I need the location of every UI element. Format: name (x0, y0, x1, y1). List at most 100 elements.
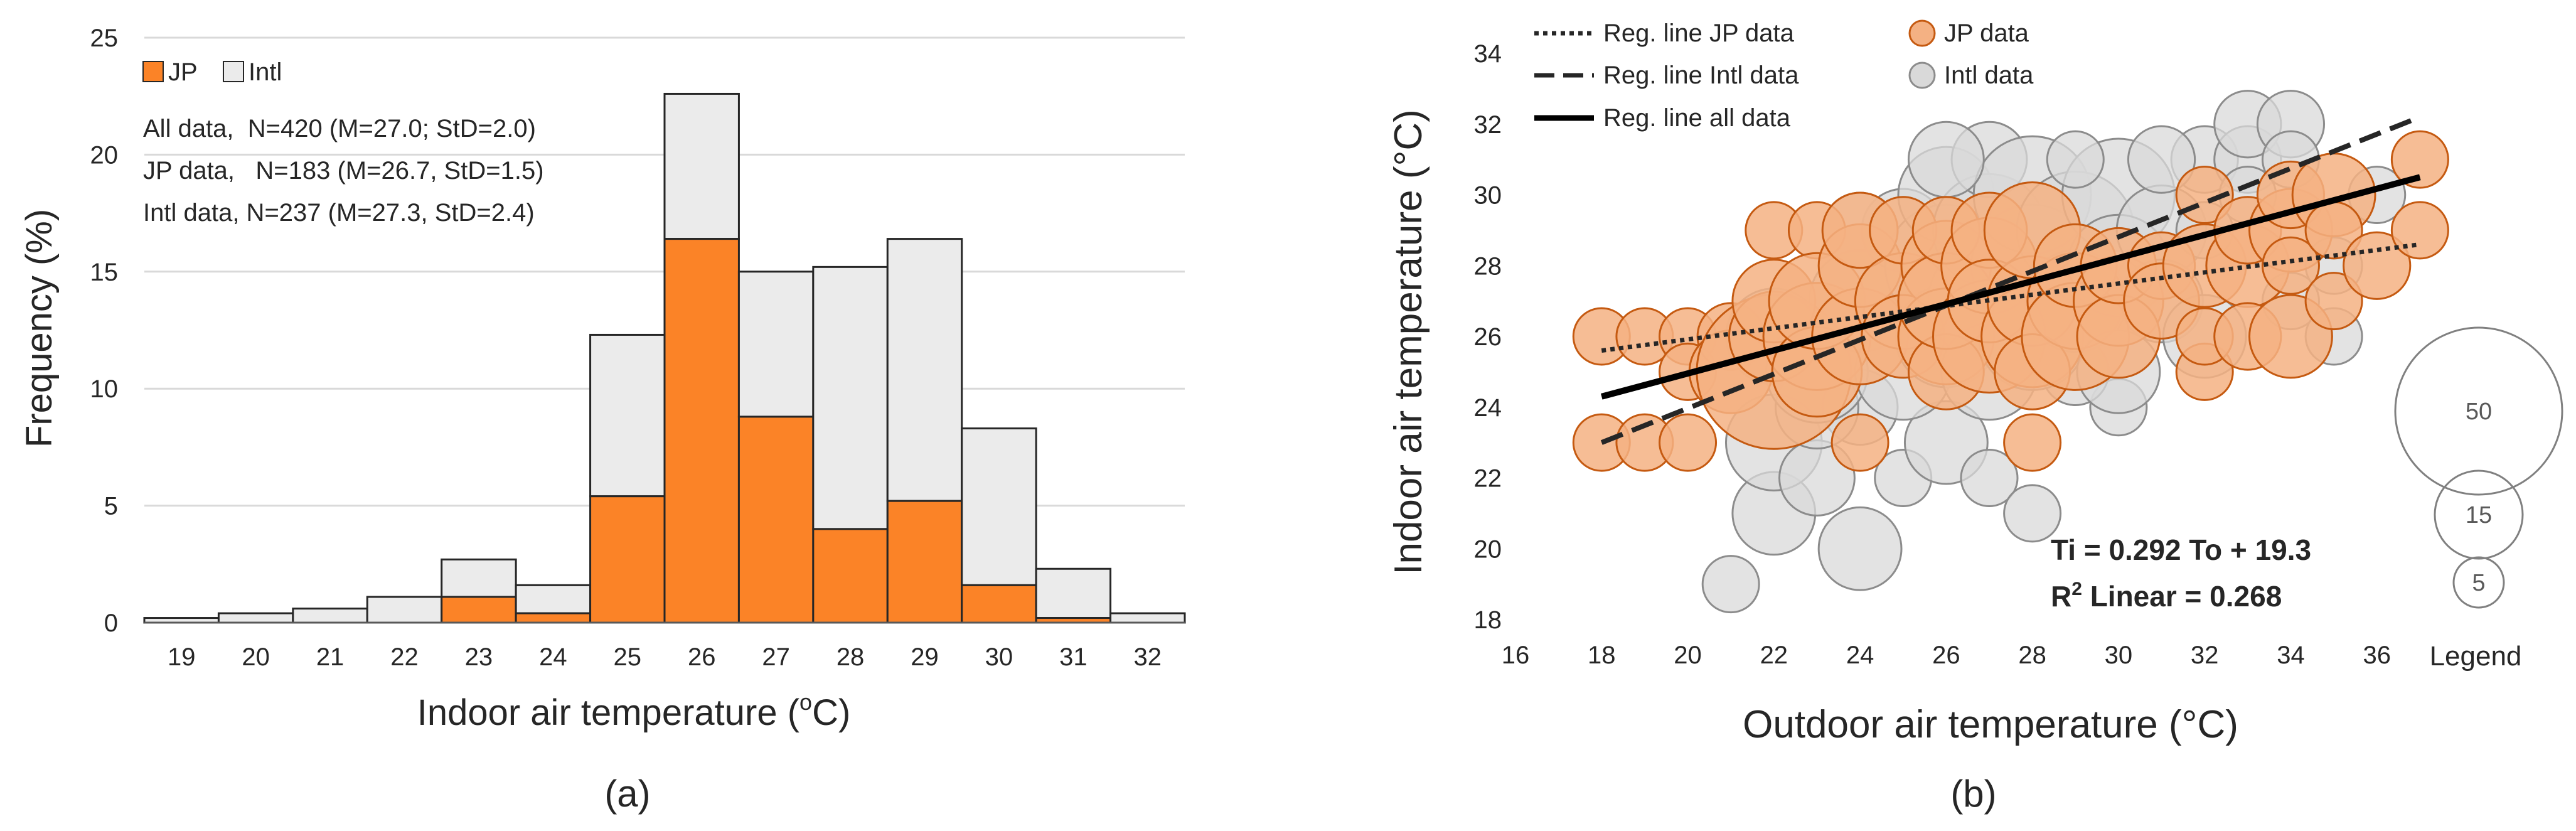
regression-line-dashed (1600, 114, 2421, 445)
intl-data-point (1960, 449, 2019, 507)
jp-data-point (1731, 259, 1817, 344)
stats-all-data: All data, N=420 (M=27.0; StD=2.0) (143, 115, 536, 142)
intl-data-point (1977, 282, 2087, 391)
intl-data-point (1775, 365, 1859, 450)
bar-intl-20 (217, 612, 294, 624)
bar-intl-31 (1035, 567, 1112, 619)
jp-data-point (2076, 294, 2161, 379)
jp-data-point (2175, 342, 2234, 401)
intl-data-point (2256, 90, 2326, 159)
jp-data-point (1768, 252, 1866, 350)
jp-data-point (1983, 181, 2082, 279)
jp-data-point (1659, 342, 1718, 401)
jp-data-point (1854, 252, 1952, 350)
jp-data-point (1811, 287, 1909, 385)
jp-data-points (1572, 130, 2449, 472)
bar-intl-25 (589, 333, 666, 498)
jp-data-point (2248, 294, 2333, 379)
intl-data-point (1950, 121, 2028, 198)
intl-data-point (2175, 201, 2234, 260)
intl-data-point (2061, 137, 2176, 252)
x-tick-label: 36 (2363, 641, 2391, 669)
x-tick-label: 28 (2018, 641, 2046, 669)
bar-jp-27 (737, 416, 815, 624)
x-tick-label: 20 (242, 643, 270, 671)
jp-data-point (1861, 294, 1946, 379)
intl-data-point (1854, 252, 1952, 350)
jp-data-point (1911, 196, 1980, 265)
intl-data-point (2076, 329, 2161, 414)
intl-data-point (2041, 337, 2110, 406)
intl-data-point (2127, 125, 2196, 194)
jp-data-point (1986, 255, 2078, 347)
histogram-y-tick-labels: 0 5 10 15 20 25 (90, 24, 119, 637)
y-tick-label: 22 (1474, 465, 1502, 493)
intl-data-point (1903, 400, 1989, 485)
legend-swatch-jp (142, 61, 164, 82)
intl-data-point (2023, 249, 2127, 353)
y-tick-label: 34 (1474, 40, 1502, 68)
intl-data-point (1724, 287, 1823, 385)
size-legend-value-50: 50 (2466, 399, 2492, 425)
intl-data-point (2119, 259, 2204, 344)
bar-intl-26 (663, 92, 740, 240)
jp-data-point (1696, 294, 1852, 450)
jp-data-point (1696, 302, 1765, 371)
legend-label-jp-data: JP data (1944, 19, 2029, 47)
jp-data-point (2390, 130, 2449, 189)
intl-data-point (1821, 368, 1899, 446)
intl-data-point (2003, 484, 2062, 543)
jp-data-point (1947, 259, 2032, 344)
intl-data-point (1932, 173, 2046, 287)
jp-data-point (2343, 231, 2412, 300)
intl-data-point (1731, 471, 1817, 556)
jp-data-point (1869, 196, 1938, 265)
size-legend-circle-5 (2452, 556, 2505, 609)
jp-data-point (2213, 196, 2282, 265)
intl-data-point (1894, 284, 1998, 389)
intl-data-point (2348, 166, 2407, 224)
y-tick-label: 20 (90, 141, 119, 169)
intl-data-point (2261, 272, 2320, 331)
jp-data-point (1897, 287, 1996, 385)
stats-jp-data: JP data, N=183 (M=26.7, StD=1.5) (143, 157, 544, 185)
scatter-legend: Reg. line JP data Reg. line Intl data Re… (1534, 19, 2034, 132)
y-tick-label: 5 (104, 493, 118, 520)
intl-data-point (1778, 439, 1856, 517)
x-tick-label: 27 (762, 643, 790, 671)
regression-line-dotted (1601, 242, 2420, 353)
jp-data-point (2127, 231, 2196, 300)
jp-data-point (1900, 220, 1992, 312)
jp-data-point (1817, 223, 1903, 308)
legend-label-intl: Intl (249, 58, 282, 86)
x-tick-label: 24 (539, 643, 567, 671)
x-tick-label: 28 (836, 643, 865, 671)
bar-intl-24 (515, 584, 592, 614)
intl-data-point (1874, 449, 1933, 507)
intl-data-point (2261, 130, 2320, 189)
histogram-x-axis-label: Indoor air temperature (oC) (417, 689, 851, 733)
jp-data-point (2248, 188, 2333, 273)
intl-data-point (1897, 146, 1996, 244)
scatter-y-tick-labels: 18 20 22 24 26 28 30 32 34 (1474, 40, 1502, 634)
intl-data-point (1907, 121, 1985, 198)
x-tick-label: 34 (2277, 641, 2305, 669)
stats-intl-data: Intl data, N=237 (M=27.3, StD=2.4) (143, 199, 535, 227)
jp-data-point (2073, 255, 2164, 347)
jp-data-point (1940, 217, 2038, 315)
jp-data-point (1994, 333, 2071, 410)
intl-data-point (2162, 294, 2247, 379)
jp-data-point (2123, 262, 2200, 340)
y-tick-label: 18 (1474, 606, 1502, 634)
intl-data-point (1765, 319, 1869, 424)
x-tick-label: 30 (2105, 641, 2133, 669)
regression-line-solid (1600, 174, 2421, 400)
intl-data-point (1817, 506, 1903, 591)
panel-label-b: (b) (1950, 773, 1996, 815)
jp-data-point (2261, 236, 2320, 295)
x-tick-label: 24 (1846, 641, 1874, 669)
regression-equation: Ti = 0.292 To + 19.3 (2051, 533, 2311, 566)
x-tick-label: 22 (1760, 641, 1788, 669)
jp-data-point (1950, 191, 2028, 269)
bar-jp-30 (961, 584, 1037, 624)
